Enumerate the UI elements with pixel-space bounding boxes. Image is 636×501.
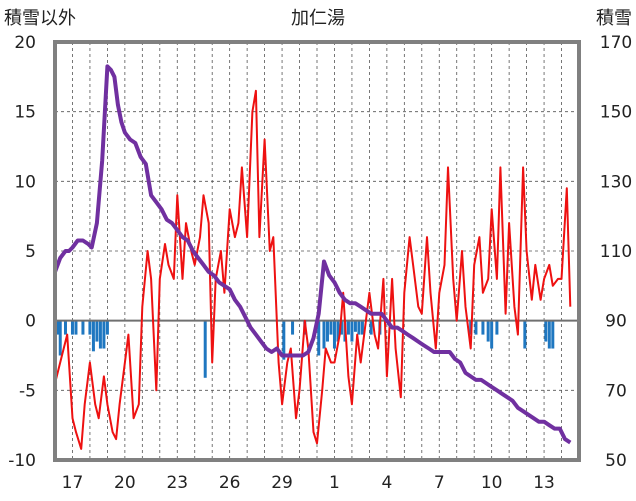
bar: [58, 320, 62, 356]
right-axis-label: 積雪: [596, 8, 632, 29]
bar: [551, 320, 555, 349]
left-axis-tick-labels: 20 15 10 5 0 -5 -10: [8, 33, 36, 471]
left-tick-label: 20: [14, 33, 36, 53]
bar: [282, 320, 286, 360]
left-tick-label: 5: [25, 242, 36, 262]
right-tick-label: 90: [605, 312, 627, 332]
bar: [332, 320, 336, 349]
bar: [357, 320, 361, 335]
left-axis-label: 積雪以外: [4, 8, 76, 29]
x-tick-label: 23: [166, 473, 188, 493]
x-tick-label: 17: [62, 473, 84, 493]
series-line-red: [54, 89, 572, 450]
bar: [322, 320, 326, 349]
left-tick-label: 15: [14, 103, 36, 123]
bar: [88, 320, 92, 335]
bar: [81, 320, 85, 335]
bar: [325, 320, 329, 342]
bar: [74, 320, 78, 335]
x-tick-label: 29: [271, 473, 293, 493]
bar: [317, 320, 321, 356]
bar: [474, 320, 478, 335]
right-tick-label: 70: [605, 381, 627, 401]
bar: [346, 320, 350, 335]
right-tick-label: 50: [605, 451, 627, 471]
bar: [544, 320, 548, 342]
bar: [98, 320, 102, 349]
x-tick-label: 7: [434, 473, 445, 493]
right-axis-tick-labels: 170 150 130 110 90 70 50: [600, 33, 632, 471]
right-tick-label: 150: [600, 103, 632, 123]
bar: [495, 320, 499, 335]
series-line-purple: [53, 64, 572, 445]
right-tick-label: 130: [600, 172, 632, 192]
bar: [102, 320, 106, 349]
bar: [339, 320, 343, 335]
bar: [490, 320, 494, 349]
bar: [105, 320, 109, 335]
left-tick-label: 10: [14, 172, 36, 192]
bar: [95, 320, 99, 342]
bar: [329, 320, 333, 335]
bar: [547, 320, 551, 349]
x-tick-label: 26: [219, 473, 241, 493]
x-tick-label: 1: [329, 473, 340, 493]
bar: [70, 320, 74, 335]
bar: [56, 320, 60, 335]
chart-title: 加仁湯: [291, 8, 345, 29]
bar: [481, 320, 485, 335]
x-tick-label: 13: [533, 473, 555, 493]
left-tick-label: -10: [8, 451, 36, 471]
x-tick-label: 20: [114, 473, 136, 493]
bar: [63, 320, 67, 335]
bar: [336, 320, 340, 342]
x-tick-label: 4: [381, 473, 392, 493]
bar: [523, 320, 527, 349]
plot-frame: [53, 40, 581, 462]
bar: [203, 320, 207, 378]
bar: [91, 320, 95, 352]
left-tick-label: -5: [19, 381, 36, 401]
bar: [350, 320, 354, 342]
left-tick-label: 0: [25, 312, 36, 332]
bar: [486, 320, 490, 342]
bar: [353, 320, 357, 332]
right-tick-label: 110: [600, 242, 632, 262]
bar: [360, 320, 364, 335]
x-tick-label: 10: [481, 473, 503, 493]
x-axis-tick-labels: 17 20 23 26 29 1 4 7 10 13: [62, 473, 555, 493]
bar: [291, 320, 295, 335]
bar: [369, 320, 373, 335]
right-tick-label: 170: [600, 33, 632, 53]
